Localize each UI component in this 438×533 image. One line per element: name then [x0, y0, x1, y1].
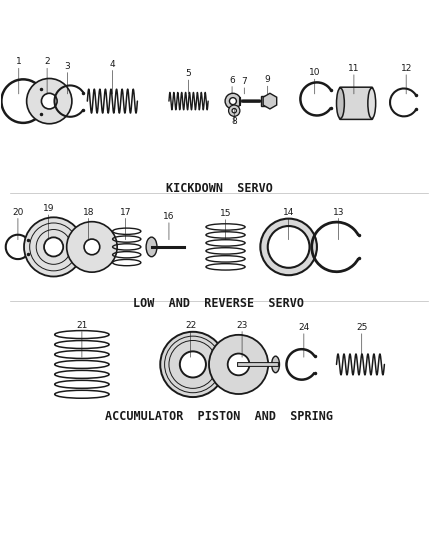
Text: 25: 25: [356, 323, 367, 332]
Text: 21: 21: [76, 321, 88, 330]
Circle shape: [225, 93, 241, 109]
Circle shape: [229, 105, 240, 116]
Text: LOW  AND  REVERSE  SERVO: LOW AND REVERSE SERVO: [134, 297, 304, 310]
Text: 11: 11: [348, 64, 360, 73]
Circle shape: [230, 98, 237, 104]
Ellipse shape: [368, 88, 376, 118]
Circle shape: [24, 217, 83, 277]
Text: 4: 4: [110, 60, 115, 69]
Text: 17: 17: [120, 207, 131, 216]
Text: 16: 16: [163, 212, 175, 221]
Circle shape: [209, 335, 268, 394]
Text: 20: 20: [12, 207, 24, 216]
Text: 5: 5: [186, 69, 191, 78]
Text: 24: 24: [298, 323, 310, 332]
Text: 12: 12: [400, 64, 412, 73]
Circle shape: [268, 226, 310, 268]
Ellipse shape: [336, 88, 344, 118]
Circle shape: [67, 222, 117, 272]
Text: 9: 9: [265, 75, 271, 84]
Circle shape: [160, 332, 226, 397]
Bar: [261, 96, 269, 107]
Text: 15: 15: [220, 209, 231, 218]
Ellipse shape: [272, 356, 279, 373]
Circle shape: [27, 78, 72, 124]
Text: 14: 14: [283, 207, 294, 216]
Text: 18: 18: [83, 207, 94, 216]
Text: 19: 19: [42, 204, 54, 213]
Text: ACCUMULATOR  PISTON  AND  SPRING: ACCUMULATOR PISTON AND SPRING: [105, 410, 333, 423]
Circle shape: [84, 239, 100, 255]
Text: 6: 6: [229, 76, 235, 85]
Circle shape: [180, 351, 206, 377]
Circle shape: [228, 353, 250, 375]
Text: 7: 7: [241, 77, 247, 86]
Text: 23: 23: [237, 321, 248, 330]
Text: 22: 22: [185, 321, 196, 330]
Circle shape: [44, 237, 63, 256]
Text: 10: 10: [309, 68, 321, 77]
Text: 1: 1: [16, 58, 21, 67]
Circle shape: [232, 109, 237, 113]
Circle shape: [260, 219, 317, 275]
Text: 13: 13: [333, 207, 344, 216]
Circle shape: [42, 93, 57, 109]
FancyBboxPatch shape: [339, 87, 373, 119]
Text: 2: 2: [44, 58, 50, 67]
Text: 3: 3: [65, 62, 71, 71]
Ellipse shape: [146, 237, 157, 257]
Text: 8: 8: [231, 117, 237, 126]
Text: KICKDOWN  SERVO: KICKDOWN SERVO: [166, 182, 272, 195]
